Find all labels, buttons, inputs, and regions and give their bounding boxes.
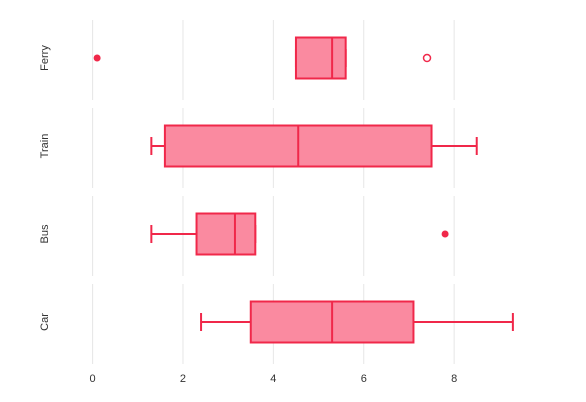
box-bus bbox=[150, 212, 449, 256]
box-train bbox=[150, 124, 478, 168]
category-label: Car bbox=[39, 313, 51, 331]
box-iqr bbox=[195, 212, 257, 256]
x-tick-label: 4 bbox=[270, 373, 276, 385]
x-tick-label: 8 bbox=[451, 373, 457, 385]
y-axis: Ferry Train Bus Car bbox=[39, 45, 51, 331]
category-label: Ferry bbox=[39, 45, 51, 71]
category-label: Bus bbox=[39, 224, 51, 243]
box-ferry bbox=[93, 36, 432, 80]
outlier-point bbox=[422, 53, 432, 63]
x-tick-label: 0 bbox=[90, 373, 96, 385]
plot-area bbox=[93, 36, 514, 344]
box-iqr bbox=[294, 36, 347, 80]
outlier-point bbox=[93, 54, 101, 62]
category-label: Train bbox=[39, 134, 51, 159]
x-tick-label: 6 bbox=[361, 373, 367, 385]
x-tick-label: 2 bbox=[180, 373, 186, 385]
outlier-point bbox=[441, 230, 449, 238]
x-axis: 0 2 4 6 8 bbox=[90, 373, 458, 385]
box-car bbox=[200, 300, 514, 344]
